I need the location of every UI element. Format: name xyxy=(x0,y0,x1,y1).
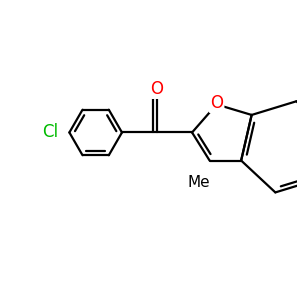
Text: O: O xyxy=(210,94,223,112)
Text: Me: Me xyxy=(188,175,210,190)
Text: Cl: Cl xyxy=(42,124,58,142)
Text: O: O xyxy=(151,80,164,98)
